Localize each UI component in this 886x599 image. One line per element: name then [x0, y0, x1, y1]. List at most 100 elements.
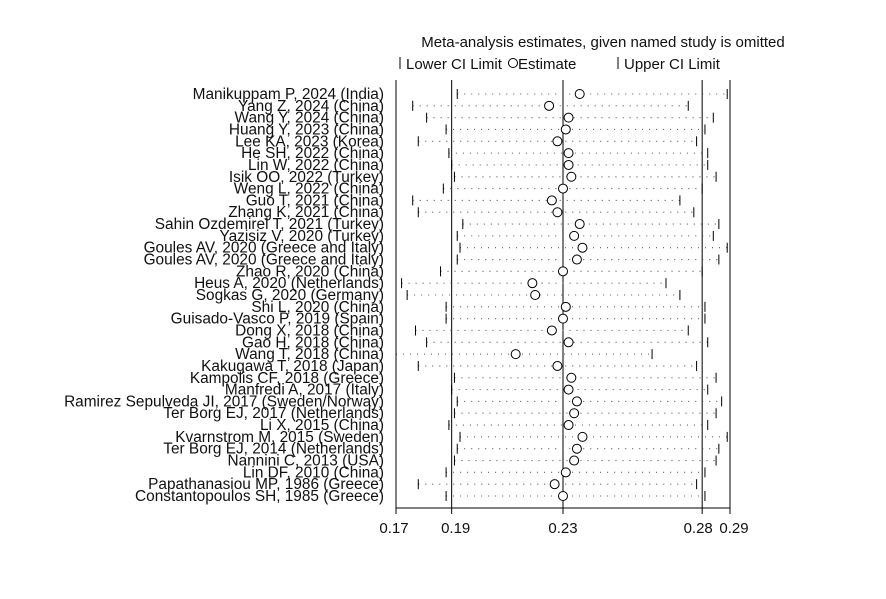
study-label: Kakugawa T, 2018 (Japan) — [201, 358, 384, 375]
estimate-marker — [510, 349, 521, 360]
estimate-marker — [566, 171, 577, 182]
study-label: Guisado-Vasco P, 2019 (Spain) — [171, 311, 384, 328]
study-row: Zhao R, 2020 (China) — [236, 263, 703, 280]
study-row: Isik OO, 2022 (Turkey) — [229, 169, 717, 186]
study-row: Kvarnstrom M, 2015 (Sweden) — [175, 429, 728, 446]
study-row: Kampolis CF, 2018 (Greece) — [190, 370, 717, 387]
estimate-marker — [571, 443, 582, 454]
study-row: Yazisiz V, 2020 (Turkey) — [219, 228, 714, 245]
study-label: Goules AV, 2020 (Greece and Italy) — [144, 252, 384, 269]
study-row: Guisado-Vasco P, 2019 (Spain) — [171, 311, 706, 328]
legend-label: Estimate — [518, 56, 576, 73]
study-label: Dong X, 2018 (China) — [235, 322, 384, 339]
study-row: Yang Z, 2024 (China) — [238, 98, 689, 115]
estimate-marker — [563, 159, 574, 170]
study-row: Weng L, 2022 (China) — [234, 181, 703, 198]
estimate-marker — [569, 455, 580, 466]
estimate-marker — [558, 491, 568, 501]
x-tick-label: 0.23 — [548, 520, 577, 537]
estimate-marker — [577, 431, 588, 442]
estimate-marker — [571, 254, 582, 265]
x-axis: 0.17 0.19 0.23 0.28 0.29 — [379, 508, 749, 537]
estimate-marker — [563, 384, 574, 395]
study-label: Lee KA, 2023 (Korea) — [235, 133, 384, 150]
study-row: Lin W, 2022 (China) — [248, 157, 709, 174]
study-label: Wang Y, 2024 (China) — [235, 110, 384, 127]
study-label: Shi L, 2020 (China) — [251, 299, 384, 316]
study-label: Kampolis CF, 2018 (Greece) — [190, 370, 384, 387]
estimate-marker — [577, 242, 588, 253]
estimate-marker — [563, 420, 574, 431]
estimate-marker — [574, 89, 585, 99]
study-label: Heus A, 2020 (Netherlands) — [194, 275, 384, 292]
estimate-marker — [563, 148, 574, 159]
study-row: Lin DF, 2010 (China) — [243, 464, 706, 481]
study-label: Ter Borg EJ, 2014 (Netherlands) — [163, 441, 384, 458]
estimate-marker — [530, 290, 541, 300]
study-label: Nannini C, 2013 (USA) — [227, 453, 384, 470]
study-row: Ramirez Sepulveda JI, 2017 (Sweden/Norwa… — [64, 393, 723, 410]
legend: Lower CI Limit Estimate Upper CI Limit — [399, 56, 721, 73]
study-row: Zhang K, 2021 (China) — [228, 204, 695, 221]
study-row: Ter Borg EJ, 2017 (Netherlands) — [163, 405, 717, 422]
study-row: Heus A, 2020 (Netherlands) — [194, 275, 667, 292]
estimate-marker — [560, 301, 571, 312]
study-row: Constantopoulos SH, 1985 (Greece) — [135, 488, 706, 505]
study-label: Ter Borg EJ, 2017 (Netherlands) — [163, 405, 384, 422]
study-label: Lin DF, 2010 (China) — [243, 464, 384, 481]
study-label: He SH, 2022 (China) — [241, 145, 384, 162]
study-row: Manikuppam P, 2024 (India) — [193, 86, 728, 103]
study-label: Constantopoulos SH, 1985 (Greece) — [135, 488, 384, 505]
estimate-marker — [566, 372, 577, 383]
study-row: Wang T, 2018 (China) — [235, 346, 653, 363]
study-row: Manfredi A, 2017 (Italy) — [225, 382, 709, 399]
study-row: Dong X, 2018 (China) — [235, 322, 689, 339]
chart-title: Meta-analysis estimates, given named stu… — [421, 34, 785, 51]
study-label: Huang Y, 2023 (China) — [229, 121, 384, 138]
study-label: Sogkas G, 2020 (Germany) — [196, 287, 384, 304]
estimate-marker — [546, 195, 557, 206]
study-row: Goules AV, 2020 (Greece and Italy) — [144, 252, 720, 269]
study-label: Lin W, 2022 (China) — [248, 157, 384, 174]
study-row: Ter Borg EJ, 2014 (Netherlands) — [163, 441, 720, 458]
estimate-marker — [569, 230, 580, 241]
study-label: Goules AV, 2020 (Greece and Italy) — [144, 240, 384, 257]
study-label: Yazisiz V, 2020 (Turkey) — [219, 228, 384, 245]
study-row: Gao H, 2018 (China) — [242, 334, 709, 351]
study-label: Papathanasiou MP, 1986 (Greece) — [148, 476, 384, 493]
estimate-marker — [558, 266, 568, 277]
estimate-marker — [574, 219, 585, 230]
study-label: Kvarnstrom M, 2015 (Sweden) — [175, 429, 384, 446]
estimate-marker — [558, 313, 568, 324]
reference-lines — [451, 80, 703, 508]
study-label: Weng L, 2022 (China) — [234, 181, 384, 198]
x-tick-label: 0.17 — [379, 520, 408, 537]
study-row: Papathanasiou MP, 1986 (Greece) — [148, 476, 698, 493]
study-row: Lee KA, 2023 (Korea) — [235, 133, 698, 150]
estimate-marker — [546, 325, 557, 336]
study-label: Isik OO, 2022 (Turkey) — [229, 169, 384, 186]
legend-estimate-marker — [508, 58, 518, 68]
study-row: Shi L, 2020 (China) — [251, 299, 706, 316]
study-label: Sahin Ozdemirel T, 2021 (Turkey) — [155, 216, 384, 233]
x-tick-label: 0.19 — [441, 520, 470, 537]
study-label: Guo T, 2021 (China) — [246, 192, 384, 209]
estimate-marker — [571, 396, 582, 407]
study-label: Zhang K, 2021 (China) — [228, 204, 384, 221]
study-row: He SH, 2022 (China) — [241, 145, 709, 162]
study-row: Huang Y, 2023 (China) — [229, 121, 706, 138]
study-row: Sahin Ozdemirel T, 2021 (Turkey) — [155, 216, 720, 233]
estimate-marker — [560, 124, 571, 135]
estimate-marker — [558, 183, 568, 194]
study-row: Guo T, 2021 (China) — [246, 192, 681, 209]
estimate-marker — [527, 278, 538, 289]
study-label: Manfredi A, 2017 (Italy) — [225, 382, 384, 399]
estimate-marker — [552, 360, 563, 371]
estimate-marker — [569, 408, 580, 419]
study-row: Nannini C, 2013 (USA) — [227, 453, 717, 470]
x-tick-label: 0.29 — [719, 520, 748, 537]
study-label: Gao H, 2018 (China) — [242, 334, 384, 351]
study-row: Wang Y, 2024 (China) — [235, 110, 714, 127]
